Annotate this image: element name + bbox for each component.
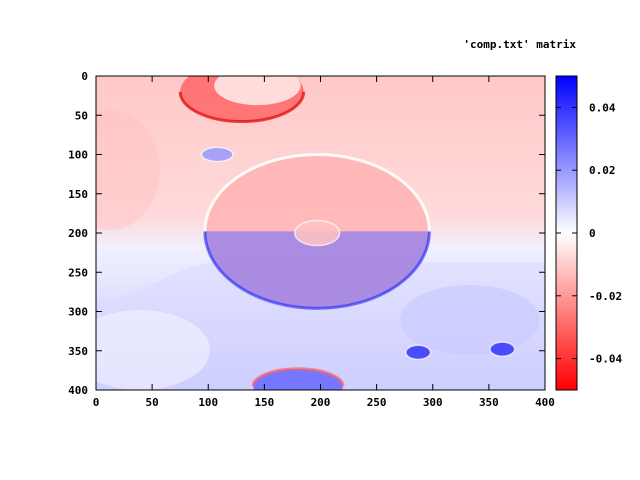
- x-tick-label: 400: [535, 396, 555, 409]
- y-tick-label: 150: [68, 188, 88, 201]
- feature-central-spot: [293, 219, 341, 247]
- x-tick-label: 50: [146, 396, 159, 409]
- colorbar-tick-label: 0.02: [589, 164, 616, 177]
- heatmap-field: [96, 76, 545, 390]
- colorbar-axis: 0.04 0.02 0 -0.02 -0.04: [556, 101, 622, 366]
- x-tick-label: 100: [198, 396, 218, 409]
- feature-upper-left-bubble: [178, 76, 306, 124]
- y-tick-label: 300: [68, 306, 88, 319]
- y-tick-label: 50: [75, 109, 88, 122]
- y-tick-label: 400: [68, 384, 88, 397]
- colorbar-tick-label: 0: [589, 227, 596, 240]
- colorbar: [556, 76, 577, 390]
- x-tick-label: 350: [479, 396, 499, 409]
- y-tick-label: 250: [68, 266, 88, 279]
- y-axis: 0 50 100 150 200 250 300 350 400: [68, 70, 545, 397]
- y-tick-label: 0: [81, 70, 88, 83]
- feature-right-blue-spot-1: [405, 344, 432, 361]
- feature-small-blue-spot: [200, 146, 234, 163]
- x-tick-label: 150: [254, 396, 274, 409]
- feature-right-blue-spot-2: [489, 341, 516, 357]
- x-tick-label: 250: [367, 396, 387, 409]
- colorbar-tick-label: -0.02: [589, 290, 622, 303]
- y-tick-label: 200: [68, 227, 88, 240]
- x-tick-label: 300: [423, 396, 443, 409]
- legend-label: 'comp.txt' matrix: [463, 38, 576, 51]
- x-axis: 0 50 100 150 200 250 300 350 400: [93, 76, 555, 409]
- y-tick-label: 100: [68, 149, 88, 162]
- x-tick-label: 200: [311, 396, 331, 409]
- y-tick-label: 350: [68, 345, 88, 358]
- colorbar-tick-label: -0.04: [589, 353, 622, 366]
- colorbar-tick-label: 0.04: [589, 101, 616, 114]
- x-tick-label: 0: [93, 396, 100, 409]
